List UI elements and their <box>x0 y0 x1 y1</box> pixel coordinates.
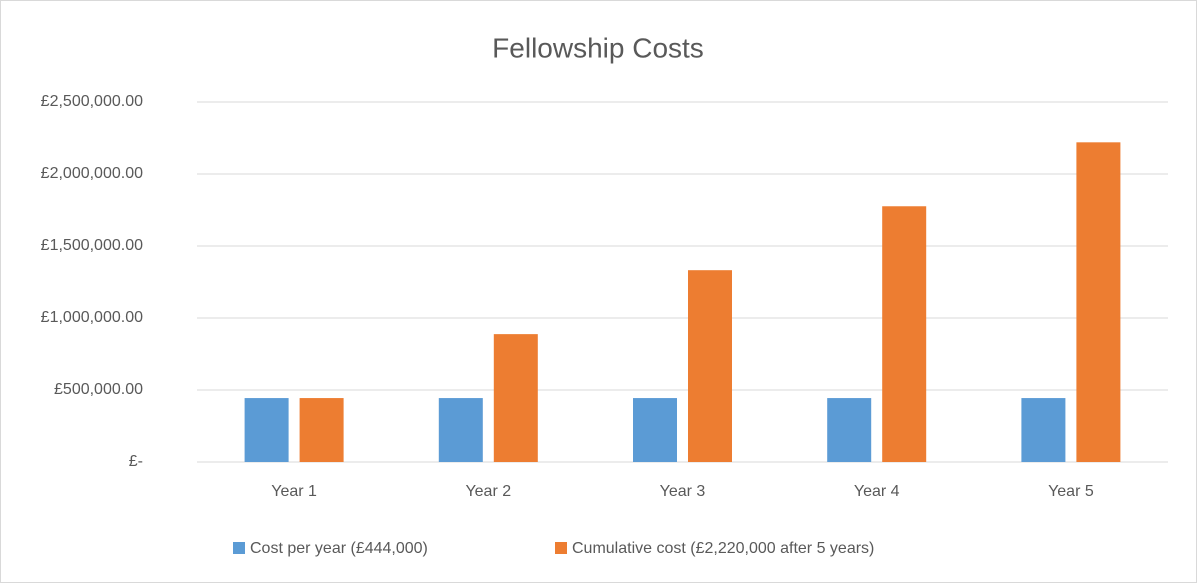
y-tick-label: £500,000.00 <box>54 381 143 398</box>
legend-label: Cumulative cost (£2,220,000 after 5 year… <box>572 540 874 557</box>
y-tick-label: £1,000,000.00 <box>41 309 143 326</box>
bar <box>438 398 483 462</box>
bar <box>882 206 927 462</box>
bar <box>688 270 732 462</box>
y-tick-label: £2,000,000.00 <box>41 165 143 182</box>
bar <box>1021 398 1066 462</box>
bar <box>493 334 538 462</box>
y-tick-label: £1,500,000.00 <box>41 237 143 254</box>
legend-swatch <box>555 542 567 554</box>
x-tick-label: Year 1 <box>271 483 317 500</box>
bar <box>1076 142 1121 462</box>
x-tick-label: Year 4 <box>854 483 900 500</box>
bar <box>244 398 289 462</box>
x-tick-label: Year 2 <box>465 483 511 500</box>
y-tick-label: £- <box>129 453 143 470</box>
x-tick-label: Year 3 <box>660 483 706 500</box>
bar <box>827 398 872 462</box>
legend-swatch <box>233 542 245 554</box>
x-tick-label: Year 5 <box>1048 483 1094 500</box>
chart-title: Fellowship Costs <box>492 32 704 63</box>
y-tick-label: £2,500,000.00 <box>41 93 143 110</box>
legend-label: Cost per year (£444,000) <box>250 540 428 557</box>
bar <box>299 398 344 462</box>
bar <box>633 398 677 462</box>
